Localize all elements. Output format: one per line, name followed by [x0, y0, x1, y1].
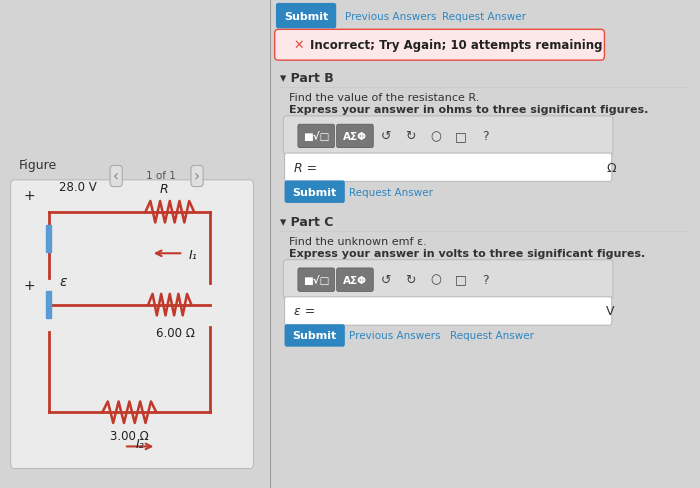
FancyBboxPatch shape: [276, 4, 336, 29]
Text: R =: R =: [295, 162, 318, 174]
Text: ✕: ✕: [293, 39, 304, 52]
Text: ‹: ‹: [113, 169, 119, 184]
Text: Ω: Ω: [606, 162, 616, 174]
FancyBboxPatch shape: [298, 125, 335, 148]
Text: Previous Answers: Previous Answers: [349, 331, 440, 341]
Text: Request Answer: Request Answer: [442, 12, 526, 21]
Text: Find the unknown emf ε.: Find the unknown emf ε.: [289, 237, 426, 246]
FancyBboxPatch shape: [337, 125, 373, 148]
Text: ■√□: ■√□: [303, 132, 329, 142]
Text: AΣΦ: AΣΦ: [343, 132, 367, 142]
Text: Express your answer in ohms to three significant figures.: Express your answer in ohms to three sig…: [289, 105, 648, 115]
FancyBboxPatch shape: [285, 297, 612, 325]
FancyBboxPatch shape: [10, 181, 253, 468]
FancyBboxPatch shape: [274, 30, 604, 61]
Bar: [46, 225, 52, 253]
Text: Express your answer in volts to three significant figures.: Express your answer in volts to three si…: [289, 249, 645, 259]
Text: Submit: Submit: [284, 12, 328, 21]
Text: ε =: ε =: [295, 305, 316, 318]
Text: ↺: ↺: [381, 273, 391, 286]
FancyBboxPatch shape: [285, 325, 345, 347]
Text: Incorrect; Try Again; 10 attempts remaining: Incorrect; Try Again; 10 attempts remain…: [310, 39, 603, 52]
Text: Previous Answers: Previous Answers: [345, 12, 436, 21]
Text: Request Answer: Request Answer: [349, 187, 433, 197]
Text: ?: ?: [482, 273, 489, 286]
Text: ○: ○: [430, 273, 441, 286]
Text: R: R: [160, 183, 169, 196]
Text: ?: ?: [482, 130, 489, 142]
Text: I₂: I₂: [136, 438, 144, 450]
Text: +: +: [24, 188, 36, 202]
FancyBboxPatch shape: [284, 260, 613, 299]
Text: Figure: Figure: [19, 159, 57, 171]
Text: 1 of 1: 1 of 1: [146, 171, 176, 181]
Text: ↻: ↻: [405, 273, 416, 286]
Text: ε: ε: [60, 275, 66, 288]
Text: Submit: Submit: [293, 331, 337, 341]
Text: ○: ○: [430, 130, 441, 142]
Text: ›: ›: [194, 169, 200, 184]
Text: ↻: ↻: [405, 130, 416, 142]
Text: 28.0 V: 28.0 V: [60, 181, 97, 193]
Text: □: □: [455, 130, 466, 142]
Text: 3.00 Ω: 3.00 Ω: [110, 429, 148, 442]
Text: AΣΦ: AΣΦ: [343, 275, 367, 285]
Text: 6.00 Ω: 6.00 Ω: [155, 327, 195, 340]
Text: Request Answer: Request Answer: [450, 331, 534, 341]
Text: Find the value of the resistance R.: Find the value of the resistance R.: [289, 93, 480, 103]
Text: □: □: [455, 273, 466, 286]
FancyBboxPatch shape: [298, 268, 335, 292]
Text: ▾ Part C: ▾ Part C: [280, 216, 334, 228]
FancyBboxPatch shape: [285, 181, 345, 203]
FancyBboxPatch shape: [284, 117, 613, 155]
Bar: [46, 292, 52, 319]
Text: +: +: [24, 279, 36, 292]
Text: Submit: Submit: [293, 187, 337, 197]
FancyBboxPatch shape: [337, 268, 373, 292]
Text: ▾ Part B: ▾ Part B: [280, 72, 334, 85]
Text: ■√□: ■√□: [303, 275, 329, 285]
Text: I₁: I₁: [188, 249, 197, 262]
Text: V: V: [606, 305, 615, 318]
FancyBboxPatch shape: [285, 154, 612, 182]
Text: ↺: ↺: [381, 130, 391, 142]
